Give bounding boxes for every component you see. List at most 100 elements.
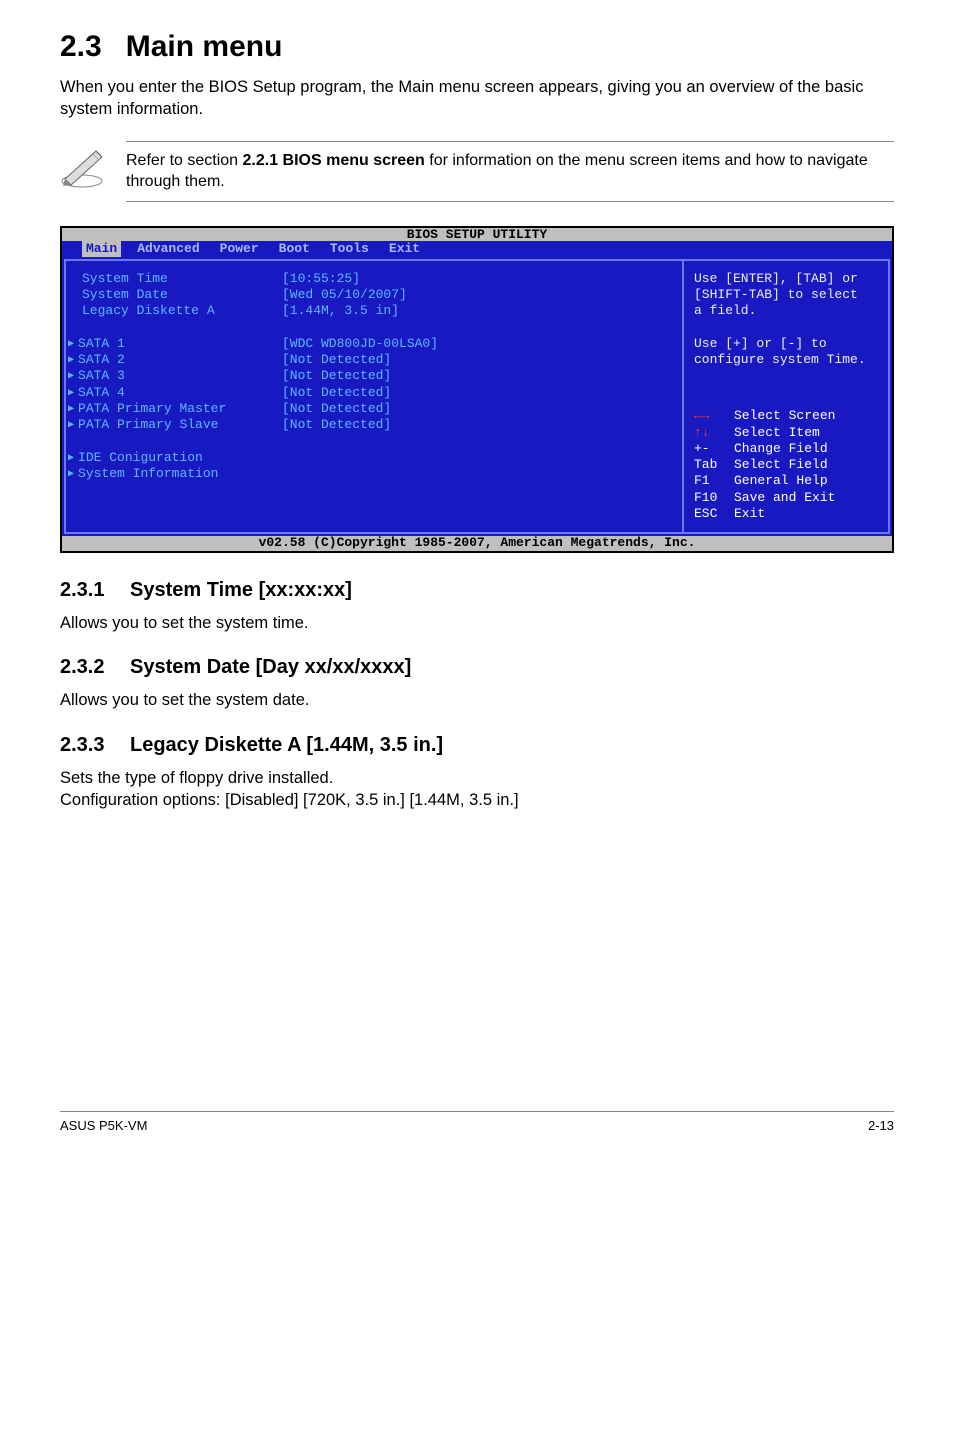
subsection-heading: 2.3.2System Date [Day xx/xx/xxxx] (60, 656, 894, 679)
bios-help-line: Use [ENTER], [TAB] or (694, 271, 878, 287)
bios-menu-bar: Main Advanced Power Boot Tools Exit (62, 241, 892, 257)
bios-help-line (694, 320, 878, 336)
section-title-text: Main menu (126, 30, 283, 63)
subsection-number: 2.3.2 (60, 656, 130, 679)
bios-help-key-row: ↑↓Select Item (694, 425, 878, 441)
page-footer: ASUS P5K-VM 2-13 (60, 1111, 894, 1133)
bios-row[interactable]: IDE Coniguration (82, 450, 672, 466)
bios-help-keys: ←→Select Screen↑↓Select Item+-Change Fie… (694, 408, 878, 522)
bios-row[interactable]: SATA 3[Not Detected] (82, 368, 672, 384)
bios-row-value: [1.44M, 3.5 in] (282, 303, 672, 319)
subsection-title: System Time [xx:xx:xx] (130, 579, 352, 601)
bios-help-key: +- (694, 441, 734, 457)
bios-blank-row (82, 320, 672, 336)
bios-menu-tools[interactable]: Tools (326, 241, 373, 257)
bios-row[interactable]: SATA 4[Not Detected] (82, 385, 672, 401)
bios-help-key-row: F1General Help (694, 473, 878, 489)
bios-right-pane: Use [ENTER], [TAB] or[SHIFT-TAB] to sele… (682, 259, 890, 534)
footer-right: 2-13 (868, 1118, 894, 1133)
bios-help-line: a field. (694, 303, 878, 319)
bios-help-line: [SHIFT-TAB] to select (694, 287, 878, 303)
bios-row[interactable]: SATA 1[WDC WD800JD-00LSA0] (82, 336, 672, 352)
bios-help-key-row: +-Change Field (694, 441, 878, 457)
bios-help-key: F1 (694, 473, 734, 489)
bios-row-key: System Information (82, 466, 282, 482)
bios-help-key: ←→ (694, 408, 734, 424)
bios-help-text: Select Item (734, 425, 878, 441)
bios-help-line: Use [+] or [-] to (694, 336, 878, 352)
bios-row-key: SATA 3 (82, 368, 282, 384)
bios-row-key: SATA 4 (82, 385, 282, 401)
subsection-heading: 2.3.3Legacy Diskette A [1.44M, 3.5 in.] (60, 734, 894, 757)
bios-row[interactable]: Legacy Diskette A[1.44M, 3.5 in] (82, 303, 672, 319)
subsection-body: Configuration options: [Disabled] [720K,… (60, 789, 894, 811)
bios-copyright: v02.58 (C)Copyright 1985-2007, American … (62, 536, 892, 551)
bios-row-value (282, 466, 672, 482)
bios-menu-power[interactable]: Power (216, 241, 263, 257)
bios-body: System Time[10:55:25]System Date[Wed 05/… (62, 257, 892, 536)
note-box: Refer to section 2.2.1 BIOS menu screen … (60, 141, 894, 202)
bios-row-value: [WDC WD800JD-00LSA0] (282, 336, 672, 352)
note-prefix: Refer to section (126, 152, 243, 169)
bios-row[interactable]: System Time[10:55:25] (82, 271, 672, 287)
bios-row-value: [10:55:25] (282, 271, 672, 287)
bios-title: BIOS SETUP UTILITY (62, 228, 892, 241)
bios-row-key: IDE Coniguration (82, 450, 282, 466)
bios-screen: BIOS SETUP UTILITY Main Advanced Power B… (60, 226, 894, 553)
bios-row-value: [Not Detected] (282, 417, 672, 433)
note-bold: 2.2.1 BIOS menu screen (243, 152, 425, 169)
bios-row-key: Legacy Diskette A (82, 303, 282, 319)
subsections: 2.3.1System Time [xx:xx:xx] Allows you to… (60, 579, 894, 811)
bios-row-value: [Not Detected] (282, 352, 672, 368)
subsection-body: Sets the type of floppy drive installed. (60, 767, 894, 789)
bios-row-value: [Not Detected] (282, 385, 672, 401)
bios-help-text: Save and Exit (734, 490, 878, 506)
bios-help-text: Exit (734, 506, 878, 522)
subsection-body: Allows you to set the system date. (60, 689, 894, 711)
subsection-number: 2.3.1 (60, 579, 130, 602)
bios-row-key: System Date (82, 287, 282, 303)
note-text: Refer to section 2.2.1 BIOS menu screen … (126, 141, 894, 202)
bios-menu-exit[interactable]: Exit (385, 241, 424, 257)
section-heading: 2.3 Main menu (60, 30, 894, 64)
bios-row-key: System Time (82, 271, 282, 287)
bios-menu-main[interactable]: Main (82, 241, 121, 257)
bios-help-text: Select Screen (734, 408, 878, 424)
subsection-heading: 2.3.1System Time [xx:xx:xx] (60, 579, 894, 602)
bios-row[interactable]: System Date[Wed 05/10/2007] (82, 287, 672, 303)
bios-row-value: [Wed 05/10/2007] (282, 287, 672, 303)
bios-row-value (282, 450, 672, 466)
bios-help-text: General Help (734, 473, 878, 489)
bios-help-text: Select Field (734, 457, 878, 473)
bios-help-key-row: TabSelect Field (694, 457, 878, 473)
footer-left: ASUS P5K-VM (60, 1118, 147, 1133)
bios-help-key: ↑↓ (694, 425, 734, 441)
bios-row-key: SATA 2 (82, 352, 282, 368)
bios-help-key: ESC (694, 506, 734, 522)
pencil-icon (60, 141, 108, 194)
section-intro: When you enter the BIOS Setup program, t… (60, 76, 894, 121)
bios-row[interactable]: SATA 2[Not Detected] (82, 352, 672, 368)
section-number: 2.3 (60, 30, 102, 63)
bios-row-value: [Not Detected] (282, 401, 672, 417)
bios-menu-boot[interactable]: Boot (275, 241, 314, 257)
bios-row[interactable]: PATA Primary Master[Not Detected] (82, 401, 672, 417)
bios-row-key: PATA Primary Master (82, 401, 282, 417)
bios-help-key-row: ESCExit (694, 506, 878, 522)
bios-row-key: SATA 1 (82, 336, 282, 352)
bios-help-key: F10 (694, 490, 734, 506)
bios-row-value: [Not Detected] (282, 368, 672, 384)
bios-row[interactable]: System Information (82, 466, 672, 482)
bios-row-key: PATA Primary Slave (82, 417, 282, 433)
subsection-title: Legacy Diskette A [1.44M, 3.5 in.] (130, 734, 443, 756)
bios-help-top: Use [ENTER], [TAB] or[SHIFT-TAB] to sele… (694, 271, 878, 369)
subsection-body: Allows you to set the system time. (60, 612, 894, 634)
subsection-title: System Date [Day xx/xx/xxxx] (130, 656, 411, 678)
bios-help-line: configure system Time. (694, 352, 878, 368)
bios-help-key-row: ←→Select Screen (694, 408, 878, 424)
bios-left-pane: System Time[10:55:25]System Date[Wed 05/… (64, 259, 682, 534)
bios-help-key: Tab (694, 457, 734, 473)
bios-menu-advanced[interactable]: Advanced (133, 241, 203, 257)
subsection-number: 2.3.3 (60, 734, 130, 757)
bios-row[interactable]: PATA Primary Slave[Not Detected] (82, 417, 672, 433)
